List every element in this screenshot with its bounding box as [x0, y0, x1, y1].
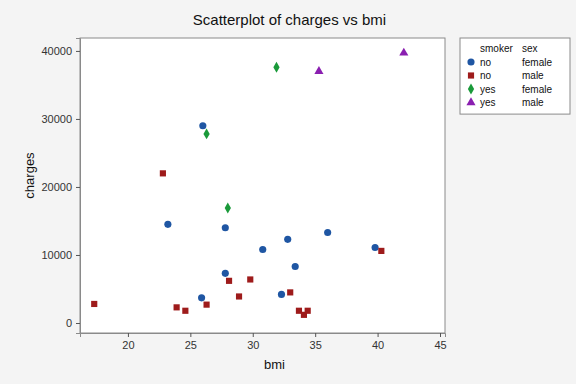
legend-label: male [522, 70, 544, 81]
tick-mark [76, 255, 80, 256]
plot-area [80, 38, 445, 333]
tick-label: 20 [122, 339, 134, 351]
legend-box [460, 38, 570, 114]
legend-header: sex [522, 43, 538, 54]
point [203, 128, 209, 139]
tick: 30000 [41, 113, 80, 125]
background [0, 0, 576, 384]
point [164, 221, 171, 228]
point [324, 229, 331, 236]
legend-marker [468, 84, 474, 95]
point [222, 224, 229, 231]
point [203, 302, 209, 308]
legend-label: no [480, 70, 492, 81]
y-axis-title: charges [22, 152, 37, 199]
tick-mark [440, 333, 441, 337]
point [292, 263, 299, 270]
y-axis: 0 10000 20000 30000 40000 [41, 39, 80, 334]
x-axis-line [81, 334, 446, 338]
tick-label: 35 [310, 339, 322, 351]
tick-label: 45 [434, 339, 446, 351]
point [174, 304, 180, 310]
tick-mark [128, 333, 129, 337]
point [284, 236, 291, 243]
tick: 40 [372, 333, 384, 351]
tick-mark [76, 323, 80, 324]
point [247, 276, 253, 282]
point [287, 289, 293, 295]
tick: 20000 [41, 181, 80, 193]
tick: 45 [434, 333, 446, 351]
point [378, 248, 384, 254]
legend-label: no [480, 57, 492, 68]
points [91, 48, 408, 318]
point [314, 66, 323, 74]
tick: 25 [185, 333, 197, 351]
tick-label: 10000 [41, 249, 72, 261]
tick-mark [76, 51, 80, 52]
point [199, 122, 206, 129]
legend-marker [466, 97, 475, 105]
tick-label: 40 [372, 339, 384, 351]
tick-label: 40000 [41, 45, 72, 57]
y-axis-line [76, 39, 81, 334]
point [222, 270, 229, 277]
tick-label: 0 [66, 317, 72, 329]
legend-label: yes [480, 84, 496, 95]
point [372, 244, 379, 251]
point [198, 294, 205, 301]
legend-label: male [522, 97, 544, 108]
tick-label: 30 [247, 339, 259, 351]
point [399, 48, 408, 56]
point [236, 293, 242, 299]
point [91, 301, 97, 307]
x-axis: 20 25 30 35 40 45 [81, 333, 447, 351]
point [226, 278, 232, 284]
tick-mark [378, 333, 379, 337]
tick: 30 [247, 333, 259, 351]
point [182, 308, 188, 314]
legend-label: female [522, 57, 552, 68]
series [91, 170, 384, 318]
tick-mark [253, 333, 254, 337]
tick: 0 [66, 317, 80, 329]
tick: 35 [310, 333, 322, 351]
tick-mark [76, 119, 80, 120]
tick-mark [190, 333, 191, 337]
tick-label: 20000 [41, 181, 72, 193]
series [203, 62, 279, 214]
point [225, 203, 231, 214]
x-axis-title: bmi [264, 357, 285, 372]
legend-label: female [522, 84, 552, 95]
series [314, 48, 408, 74]
legend: smoker sex no female no male yes female yes male [460, 38, 570, 114]
title: Scatterplot of charges vs bmi [193, 11, 386, 28]
tick: 40000 [41, 45, 80, 57]
point [273, 62, 279, 73]
point [305, 308, 311, 314]
point [278, 291, 285, 298]
tick-mark [76, 187, 80, 188]
point [259, 246, 266, 253]
tick-label: 30000 [41, 113, 72, 125]
tick: 10000 [41, 249, 80, 261]
tick-label: 25 [185, 339, 197, 351]
legend-label: yes [480, 97, 496, 108]
tick-mark [315, 333, 316, 337]
series [164, 122, 378, 301]
tick: 20 [122, 333, 134, 351]
legend-header: smoker [480, 43, 513, 54]
legend-marker [468, 72, 474, 78]
chart: 20 25 30 35 40 45 0 10000 20000 30000 40000 Scatter… [0, 0, 576, 384]
legend-marker [467, 58, 474, 65]
point [160, 170, 166, 176]
